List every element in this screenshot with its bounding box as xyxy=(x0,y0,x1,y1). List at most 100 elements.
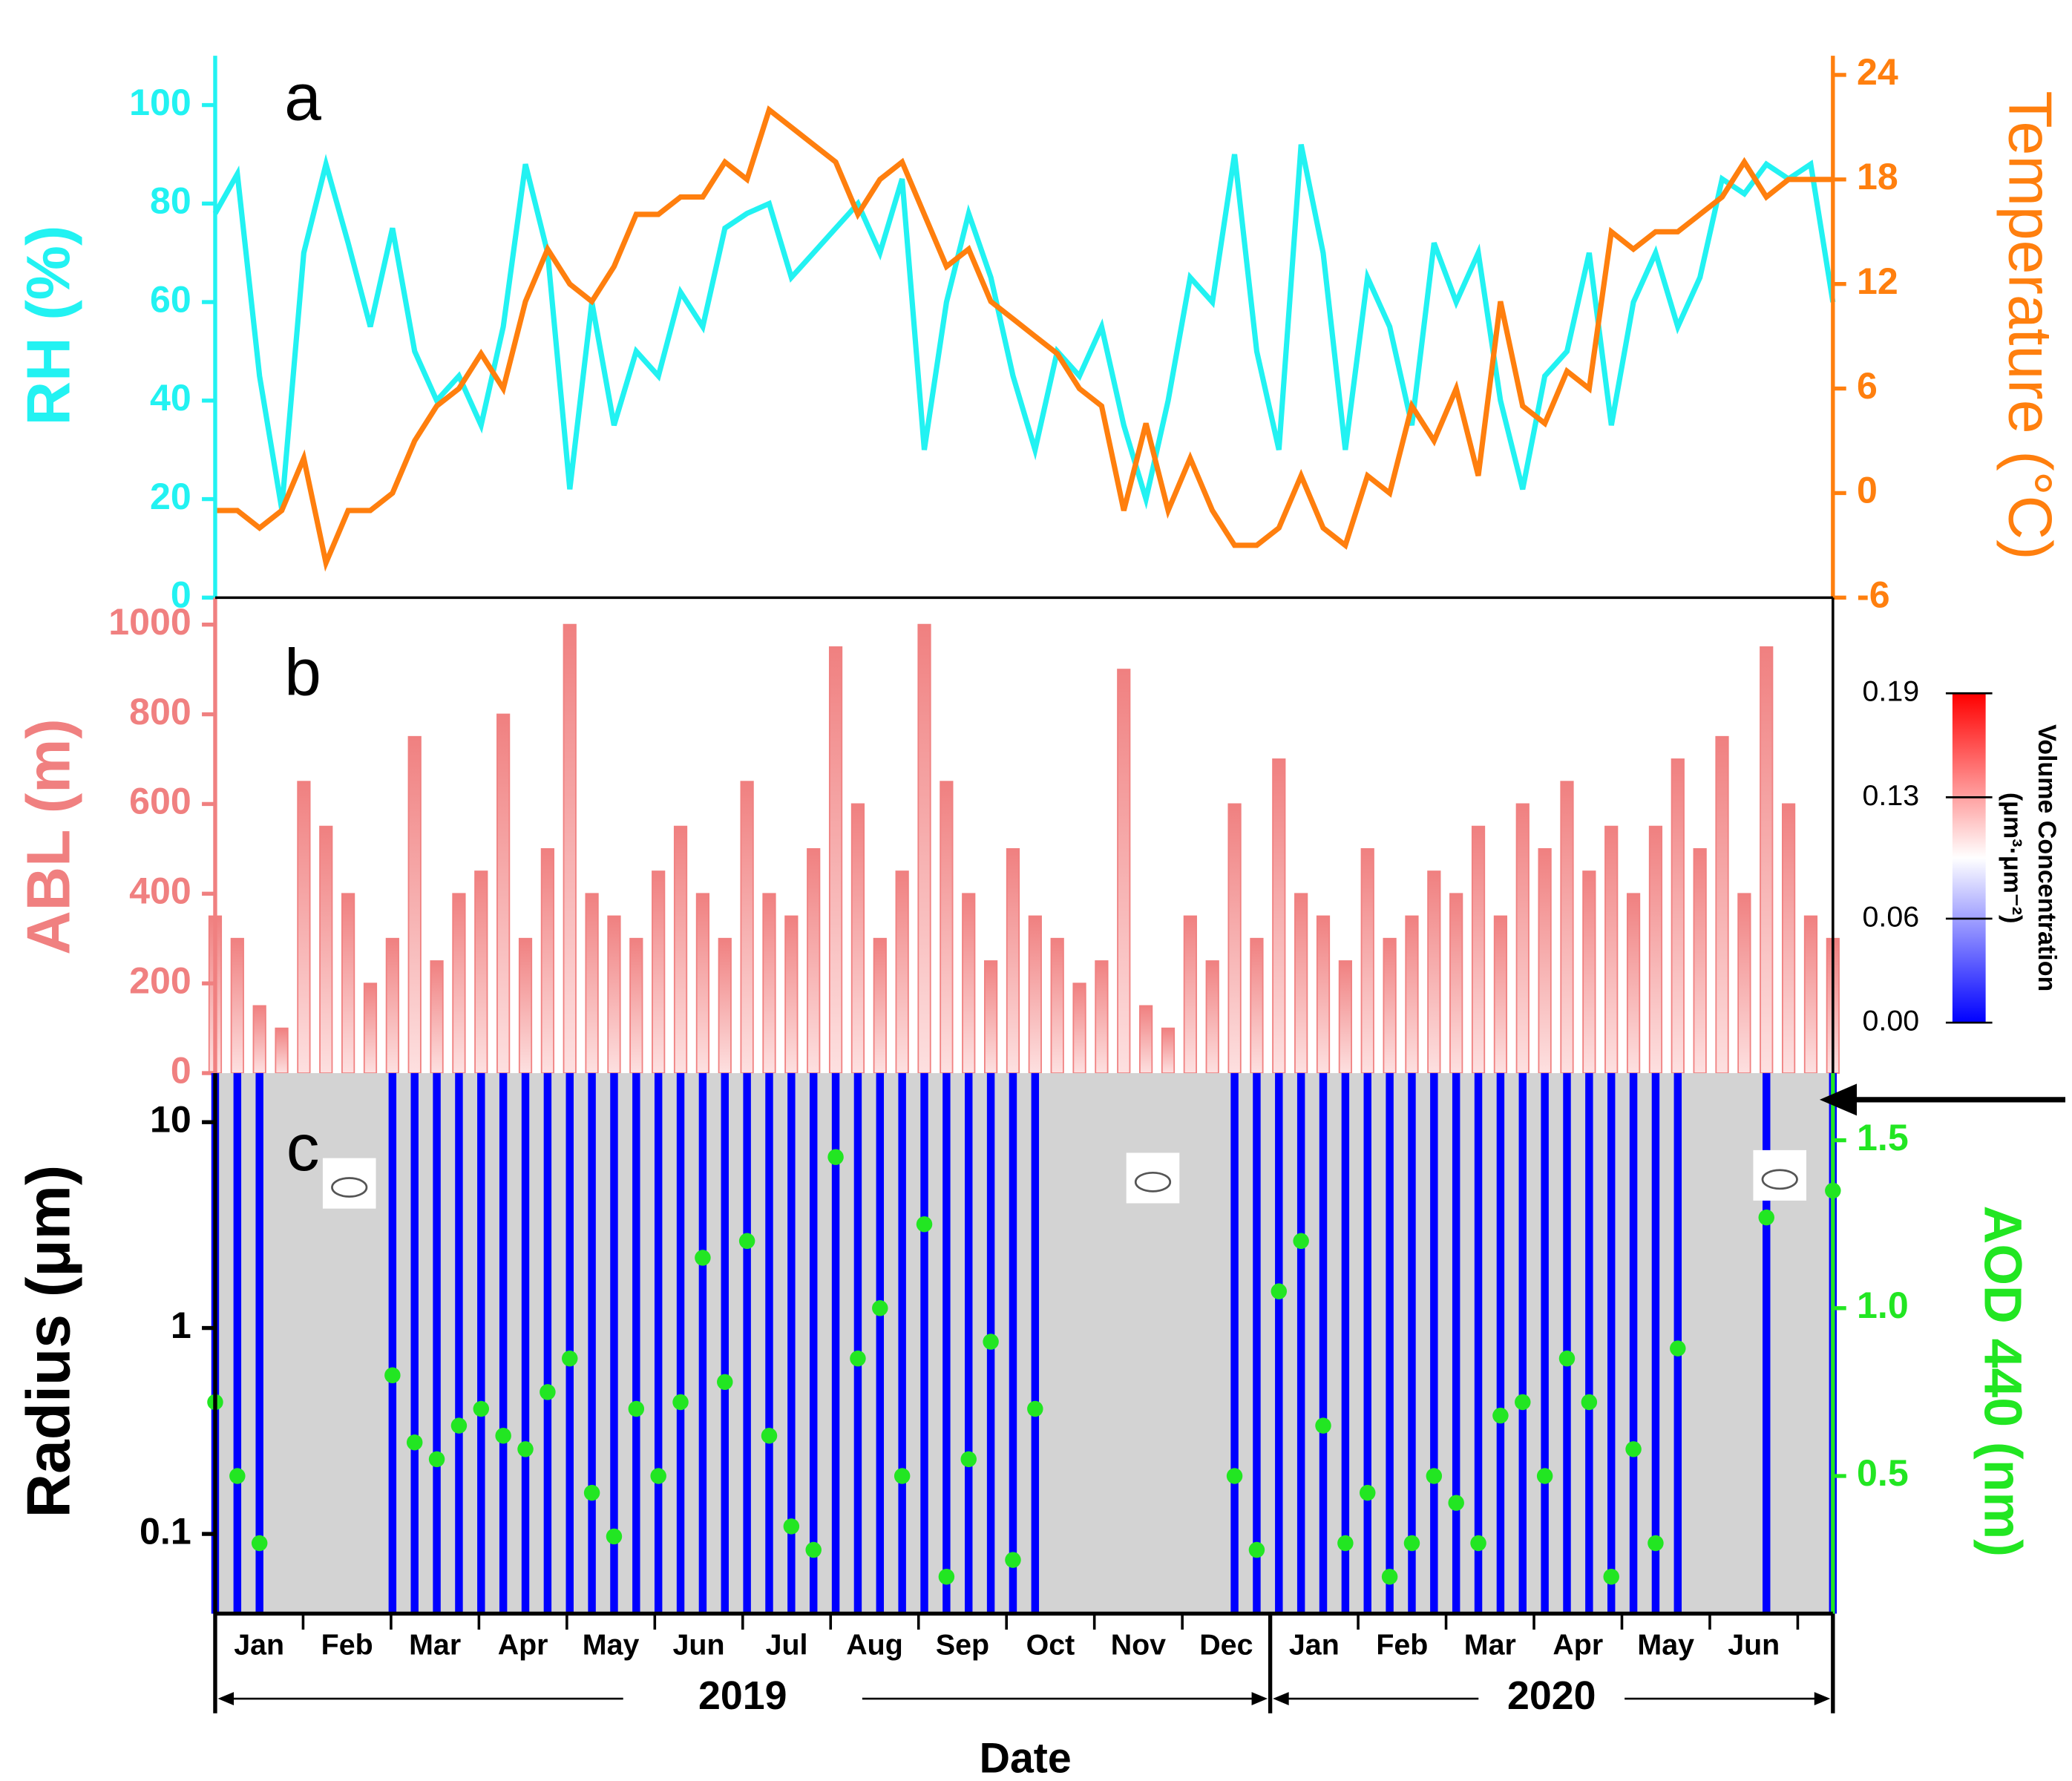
bar xyxy=(1449,893,1463,1074)
aod-point xyxy=(1337,1535,1354,1552)
year-label: 2019 xyxy=(698,1673,787,1718)
y-tick-label: 1 xyxy=(171,1305,191,1346)
observation-stripe xyxy=(1031,1073,1040,1614)
aod-point xyxy=(1536,1468,1553,1484)
bar xyxy=(297,781,311,1074)
bar xyxy=(1493,915,1508,1074)
observation-stripe xyxy=(233,1073,242,1614)
aod-point xyxy=(738,1233,755,1250)
bar xyxy=(718,937,732,1074)
bar xyxy=(452,893,466,1074)
bar xyxy=(828,646,843,1074)
data-line xyxy=(212,144,1836,510)
y-tick-label: 40 xyxy=(150,377,191,419)
aod-point xyxy=(1448,1495,1464,1511)
bar xyxy=(275,1027,289,1074)
bar xyxy=(496,713,511,1074)
aod-point xyxy=(1315,1417,1331,1434)
y-tick-label: 0.5 xyxy=(1857,1452,1909,1494)
aod-point xyxy=(517,1441,534,1457)
bar xyxy=(1294,893,1308,1074)
x-axis-title: Date xyxy=(980,1734,1072,1781)
aod-point xyxy=(1558,1350,1576,1367)
bar xyxy=(1205,960,1219,1074)
aod-point xyxy=(872,1300,888,1316)
aod-point xyxy=(1670,1340,1686,1357)
cloud-icon xyxy=(331,1177,368,1198)
aod-point xyxy=(1648,1535,1664,1552)
y-tick-label: 1.5 xyxy=(1857,1117,1909,1158)
x-tick-label: Aug xyxy=(846,1629,903,1662)
aod-point xyxy=(628,1400,645,1417)
observation-stripe xyxy=(1009,1073,1017,1614)
y-tick-label: 80 xyxy=(150,180,191,222)
bar xyxy=(1028,915,1042,1074)
observation-stripe xyxy=(1275,1073,1283,1614)
aod-point xyxy=(1403,1535,1420,1552)
y-tick-label: 800 xyxy=(129,691,191,732)
bar xyxy=(652,870,666,1074)
bar xyxy=(319,825,333,1074)
y-tick-label: 0 xyxy=(171,1049,191,1091)
aod-point xyxy=(938,1568,955,1585)
observation-stripe xyxy=(1363,1073,1371,1614)
observation-stripe xyxy=(1629,1073,1638,1614)
observation-stripe xyxy=(565,1073,574,1614)
cloud-icon xyxy=(322,1158,376,1209)
bar xyxy=(1781,803,1796,1074)
observation-stripe xyxy=(698,1073,707,1614)
year-label: 2020 xyxy=(1507,1673,1596,1718)
y-tick-label: 12 xyxy=(1857,260,1898,302)
observation-stripe xyxy=(676,1073,685,1614)
bar xyxy=(1095,960,1109,1074)
observation-stripe xyxy=(1319,1073,1328,1614)
aod-point xyxy=(894,1468,911,1484)
x-tick-label: Oct xyxy=(1026,1629,1075,1662)
observation-stripe xyxy=(588,1073,596,1614)
colorbar-tick-label: 0.13 xyxy=(1863,779,1920,812)
observation-stripe xyxy=(1518,1073,1527,1614)
y-tick-label: 18 xyxy=(1857,156,1898,197)
bar xyxy=(607,915,621,1074)
aod-point xyxy=(1603,1568,1619,1585)
aod-point xyxy=(672,1394,689,1411)
colorbar-tick-label: 0.00 xyxy=(1863,1004,1920,1037)
x-tick-label: Feb xyxy=(321,1629,373,1662)
observation-stripe xyxy=(610,1073,618,1614)
aod-point xyxy=(850,1350,866,1367)
bar xyxy=(563,623,577,1074)
arrow-head xyxy=(1251,1692,1268,1705)
bar xyxy=(1626,893,1641,1074)
bar xyxy=(784,915,799,1074)
arrow-head xyxy=(1273,1692,1289,1705)
bar xyxy=(762,893,776,1074)
bar xyxy=(518,937,533,1074)
observation-stripe xyxy=(831,1073,840,1614)
observation-stripe xyxy=(1496,1073,1505,1614)
x-tick-label: Nov xyxy=(1111,1629,1166,1662)
observation-stripe xyxy=(1541,1073,1549,1614)
y-tick-label: 6 xyxy=(1857,365,1878,407)
aod-point xyxy=(1492,1407,1509,1424)
observation-stripe xyxy=(965,1073,973,1614)
axis-title: Temperature (°C) xyxy=(1996,91,2065,560)
x-tick-label: Jan xyxy=(234,1629,284,1662)
aod-point xyxy=(695,1250,711,1266)
bar xyxy=(1693,847,1707,1074)
x-tick-label: Apr xyxy=(498,1629,548,1662)
bar xyxy=(1227,803,1242,1074)
aod-point xyxy=(1515,1394,1531,1411)
y-tick-label: 0.1 xyxy=(140,1510,191,1552)
x-tick-label: May xyxy=(583,1629,640,1662)
bar xyxy=(1272,758,1286,1074)
bar xyxy=(1139,1005,1153,1074)
observation-stripe xyxy=(920,1073,928,1614)
x-tick-label: Feb xyxy=(1376,1629,1428,1662)
aod-point xyxy=(450,1417,468,1434)
bar xyxy=(1582,870,1596,1074)
observation-stripe xyxy=(543,1073,552,1614)
colorbar-tick-label: 0.06 xyxy=(1863,900,1920,933)
bar xyxy=(474,870,488,1074)
aod-point xyxy=(1027,1400,1043,1417)
